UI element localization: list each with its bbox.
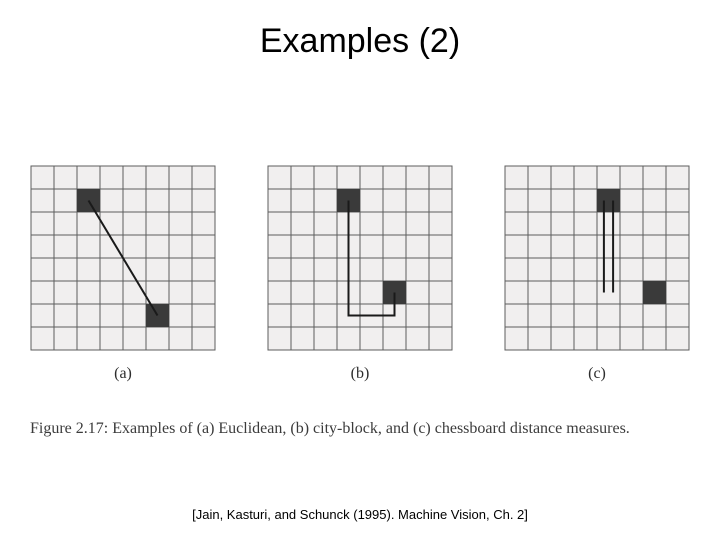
grid-svg: [30, 165, 216, 351]
grid-panel-a: (a): [30, 165, 216, 383]
panel-label: (a): [114, 365, 132, 383]
page-title: Examples (2): [0, 22, 720, 61]
figure-caption: Figure 2.17: Examples of (a) Euclidean, …: [30, 418, 690, 440]
grid-panel-c: (c): [504, 165, 690, 383]
caption-text: Examples of (a) Euclidean, (b) city-bloc…: [112, 420, 630, 437]
panel-label: (b): [351, 365, 370, 383]
grid-svg: [267, 165, 453, 351]
grid-svg: [504, 165, 690, 351]
figure-row: (a) (b) (c): [30, 165, 690, 383]
citation: [Jain, Kasturi, and Schunck (1995). Mach…: [0, 507, 720, 522]
panel-label: (c): [588, 365, 606, 383]
caption-prefix: Figure 2.17:: [30, 420, 112, 437]
grid-panel-b: (b): [267, 165, 453, 383]
